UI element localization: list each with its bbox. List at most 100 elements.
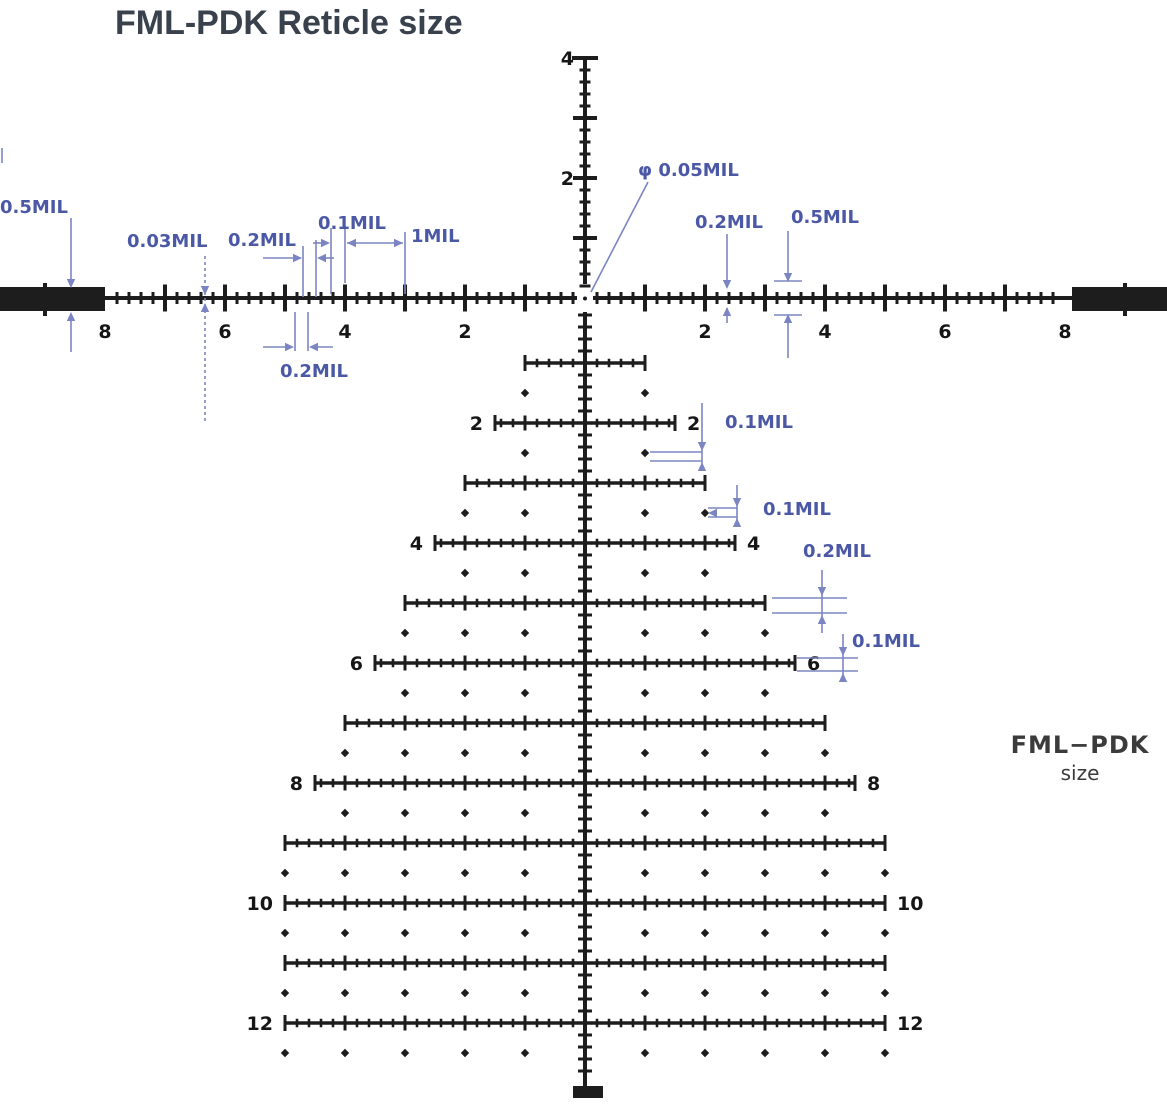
dimension-arrowhead (200, 286, 210, 295)
dimension-arrowhead (817, 615, 827, 624)
dimension-label: 0.2MIL (280, 361, 348, 382)
h-axis-number: 8 (1058, 321, 1071, 343)
tree-dot (760, 628, 770, 638)
dimension-arrowhead (317, 253, 326, 263)
dimension-arrowhead (309, 342, 318, 352)
tree-dot (760, 928, 770, 938)
tree-dot (460, 568, 470, 578)
tree-dot (340, 868, 350, 878)
tree-dot (640, 508, 650, 518)
tree-row-label-right: 4 (747, 533, 760, 555)
tree-dot (640, 568, 650, 578)
tree-dot (520, 748, 530, 758)
dimension-arrowhead (347, 238, 356, 248)
dimension-arrowhead (697, 442, 707, 451)
tree-row-label-right: 12 (897, 1013, 923, 1035)
tree-dot (400, 688, 410, 698)
tree-dot (520, 868, 530, 878)
tree-dot (640, 688, 650, 698)
dimension-arrowhead (708, 508, 717, 518)
tree-dot (460, 508, 470, 518)
dimension-arrowhead (697, 462, 707, 471)
tree-dot (820, 748, 830, 758)
tree-dot (640, 448, 650, 458)
tree-dot (820, 808, 830, 818)
page-title: FML-PDK Reticle size (115, 4, 463, 42)
dimension-arrowhead (293, 253, 302, 263)
dimension-label: φ 0.05MIL (638, 160, 739, 181)
dimension-arrowhead (783, 314, 793, 323)
tree-dot (340, 748, 350, 758)
tree-dot (700, 808, 710, 818)
tree-dot (880, 988, 890, 998)
dimension-arrowhead (732, 518, 742, 527)
tree-dot (400, 988, 410, 998)
tree-dot (640, 988, 650, 998)
tree-dot (520, 928, 530, 938)
tree-dot (280, 1048, 290, 1058)
tree-dot (700, 688, 710, 698)
dimension-arrowhead (817, 587, 827, 596)
caption-model: FML−PDK (1010, 731, 1150, 759)
dimension-arrowhead (722, 307, 732, 316)
tree-dot (760, 688, 770, 698)
tree-dot (640, 388, 650, 398)
dimension-arrowhead (66, 279, 76, 288)
tree-dot (340, 808, 350, 818)
tree-dot (460, 1048, 470, 1058)
tree-dot (700, 988, 710, 998)
tree-dot (520, 628, 530, 638)
tree-row-label-left: 10 (247, 893, 273, 915)
dimension-arrowhead (838, 673, 848, 682)
tree-row-label-right: 2 (687, 413, 700, 435)
tree-dot (700, 1048, 710, 1058)
tree-dot (760, 1048, 770, 1058)
tree-row-label-left: 12 (247, 1013, 273, 1035)
tree-dot (520, 388, 530, 398)
tree-dot (760, 988, 770, 998)
tree-dot (520, 508, 530, 518)
dimension-label: 0.2MIL (695, 212, 763, 233)
tree-dot (340, 988, 350, 998)
tree-dot (460, 928, 470, 938)
caption-size: size (1060, 761, 1100, 785)
tree-dot (400, 868, 410, 878)
dimension-label: 0.1MIL (725, 412, 793, 433)
v-axis-number: 2 (561, 168, 574, 190)
v-axis-number: 4 (561, 48, 574, 70)
bottom-occlusion-bar (573, 1086, 603, 1098)
tree-dot (520, 988, 530, 998)
tree-dot (460, 988, 470, 998)
right-occlusion-bar (1072, 287, 1167, 311)
tree-dot (460, 748, 470, 758)
tree-dot (520, 688, 530, 698)
tree-dot (340, 1048, 350, 1058)
tree-dot (460, 808, 470, 818)
dimension-label: 0.2MIL (803, 541, 871, 562)
tree-dot (400, 808, 410, 818)
tree-dot (700, 628, 710, 638)
dimension-arrowhead (285, 342, 294, 352)
tree-dot (520, 808, 530, 818)
tree-dot (820, 868, 830, 878)
tree-dot (460, 868, 470, 878)
tree-dot (880, 868, 890, 878)
dimension-label: 0.5MIL (791, 207, 859, 228)
dimension-label: 0.2MIL (228, 230, 296, 251)
tree-dot (400, 628, 410, 638)
tree-dot (700, 568, 710, 578)
h-axis-number: 6 (938, 321, 951, 343)
dimension-arrowhead (722, 280, 732, 289)
tree-row-label-right: 10 (897, 893, 923, 915)
dimension-arrowhead (838, 647, 848, 656)
tree-dot (880, 928, 890, 938)
dimension-label: 0.1MIL (318, 213, 386, 234)
tree-dot (820, 988, 830, 998)
tree-dot (400, 1048, 410, 1058)
tree-dot (280, 868, 290, 878)
tree-dot (700, 508, 710, 518)
dimension-arrowhead (321, 238, 330, 248)
dimension-arrowhead (200, 303, 210, 312)
dimension-arrowhead (394, 238, 403, 248)
